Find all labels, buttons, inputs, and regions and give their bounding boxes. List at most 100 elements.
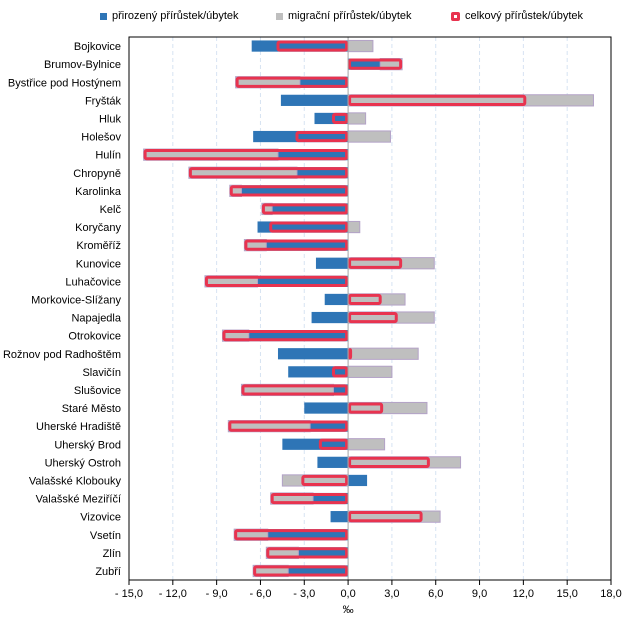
legend-swatch-natural <box>100 12 107 20</box>
bar-total-outline <box>348 58 403 70</box>
legend-label-total: celkový přírůstek/úbytek <box>465 10 583 22</box>
category-label: Hluk <box>99 113 122 125</box>
category-label: Slušovice <box>74 385 121 397</box>
bar-total-outline <box>348 348 353 360</box>
bar-natural <box>248 330 349 342</box>
category-label: Slavičín <box>82 367 121 379</box>
bar-migration <box>347 39 374 53</box>
bar-natural <box>298 547 349 559</box>
category-label: Uherské Hradiště <box>36 421 121 433</box>
bar-natural <box>282 438 349 450</box>
bar-total-outline <box>229 185 349 197</box>
x-tick-label: - 15,0 <box>115 588 143 600</box>
bar-natural <box>267 529 349 541</box>
bar-total-outline <box>348 511 423 523</box>
bar-total-outline <box>318 438 349 450</box>
category-label: Uherský Brod <box>54 439 121 451</box>
category-label: Karolinka <box>75 186 122 198</box>
category-label: Brumov-Bylnice <box>44 59 121 71</box>
plot-border <box>128 36 612 581</box>
legend-item-migration: migrační přírůstek/úbytek <box>276 10 412 22</box>
category-label: Rožnov pod Radhoštěm <box>3 349 121 361</box>
category-label: Vizovice <box>80 512 121 524</box>
category-label: Chropyně <box>73 168 121 180</box>
bar-natural <box>280 94 349 106</box>
bar-total-outline <box>143 149 349 161</box>
bar-migration <box>347 220 361 234</box>
bar-natural <box>277 348 349 360</box>
bar-natural <box>266 239 349 251</box>
bar-total-outline <box>188 167 349 179</box>
bar-total-outline <box>348 94 527 106</box>
x-tick-label: 9,0 <box>472 588 487 600</box>
bar-natural <box>257 275 349 287</box>
bar-natural <box>296 167 349 179</box>
bar-migration <box>347 438 386 451</box>
bar-natural <box>317 456 349 468</box>
bar-migration <box>347 130 391 143</box>
x-tick-label: - 3,0 <box>293 588 315 600</box>
legend-item-natural: přirozený přírůstek/úbytek <box>100 10 239 22</box>
bar-total-outline <box>332 112 349 125</box>
x-tick-label: 6,0 <box>428 588 443 600</box>
bar-total-outline <box>235 76 349 88</box>
bar-total-outline <box>301 474 349 487</box>
bar-total-outline <box>348 293 382 306</box>
bar-total-outline <box>204 275 349 287</box>
bar-natural <box>324 293 349 306</box>
x-tick-label: 3,0 <box>384 588 399 600</box>
bar-natural <box>304 402 349 414</box>
bar-migration <box>347 365 393 378</box>
gridlines <box>172 37 568 580</box>
category-label: Morkovice-Slížany <box>31 294 121 306</box>
x-tick-label: 18,0 <box>600 588 621 600</box>
bar-total-outline <box>348 456 430 468</box>
category-label: Bojkovice <box>74 41 121 53</box>
category-label: Zubří <box>95 566 121 578</box>
category-labels: Bojkovice Brumov-Bylnice Bystřice pod Host… <box>3 41 122 578</box>
x-tick-label: - 6,0 <box>249 588 271 600</box>
plot-frame <box>128 36 612 581</box>
bar-natural <box>313 492 349 505</box>
x-tick-label: - 12,0 <box>159 588 187 600</box>
bar-total-outline <box>332 366 349 378</box>
x-tick-label: 12,0 <box>513 588 534 600</box>
x-axis-title: ‰ <box>343 604 354 616</box>
bar-total-outline <box>266 547 349 559</box>
category-label: Vsetín <box>90 530 121 542</box>
category-label: Fryšták <box>85 95 122 107</box>
category-label: Zlín <box>103 548 121 560</box>
category-label: Holešov <box>81 132 121 144</box>
bar-natural <box>288 366 349 378</box>
bar-migration <box>347 347 419 360</box>
bar-total-outline <box>241 384 349 396</box>
legend: přirozený přírůstek/úbytek migrační přír… <box>0 10 633 26</box>
bar-natural <box>253 130 349 143</box>
bar-total-outline <box>234 529 349 541</box>
bar-migration <box>347 112 367 125</box>
x-axis-ticks: - 15,0 - 12,0 - 9,0 - 6,0 - 3,0 0,0 3,0 6,0 9,0 1… <box>115 580 622 600</box>
bar-natural <box>272 203 349 215</box>
bar-natural <box>251 40 349 52</box>
legend-label-natural: přirozený přírůstek/úbytek <box>112 10 239 22</box>
bar-natural <box>333 384 349 396</box>
bar-total-outline <box>348 257 403 269</box>
category-label: Valašské Meziříčí <box>36 494 121 506</box>
bar-natural <box>277 149 349 161</box>
category-label: Valašské Klobouky <box>29 475 122 487</box>
category-label: Otrokovice <box>68 331 121 343</box>
category-label: Staré Město <box>62 403 121 415</box>
category-label: Napajedla <box>71 313 121 325</box>
category-label: Hulín <box>95 150 121 162</box>
legend-label-migration: migrační přírůstek/úbytek <box>288 10 412 22</box>
category-label: Kroměříž <box>76 240 121 252</box>
bar-natural <box>348 58 381 70</box>
legend-swatch-migration <box>276 12 283 20</box>
bar-total-outline <box>348 311 398 324</box>
bar-natural <box>348 474 368 487</box>
category-label: Luhačovice <box>65 276 121 288</box>
category-label: Koryčany <box>75 222 121 234</box>
bar-total-outline <box>295 130 349 143</box>
bar-natural <box>311 311 349 324</box>
